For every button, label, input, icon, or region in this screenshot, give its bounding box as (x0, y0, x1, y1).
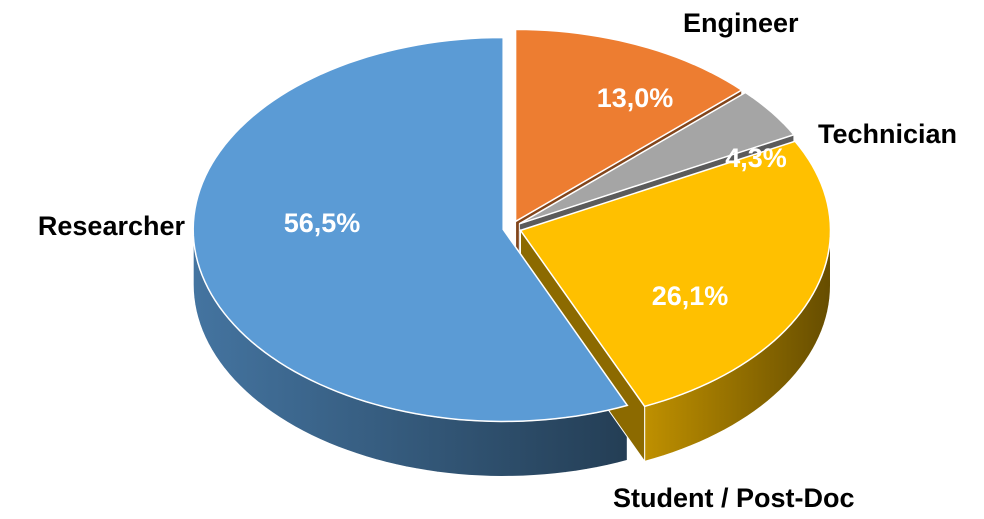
category-label: Researcher (38, 211, 186, 241)
value-label: 13,0% (597, 83, 674, 113)
category-label: Engineer (683, 8, 799, 38)
slice (514, 28, 744, 223)
slice (192, 36, 629, 423)
category-label: Student / Post-Doc (613, 483, 855, 513)
value-label: 56,5% (284, 208, 361, 238)
category-label: Technician (818, 119, 957, 149)
value-label: 26,1% (652, 281, 729, 311)
slice (518, 91, 796, 225)
slice (519, 140, 832, 408)
value-label: 4,3% (725, 143, 787, 173)
